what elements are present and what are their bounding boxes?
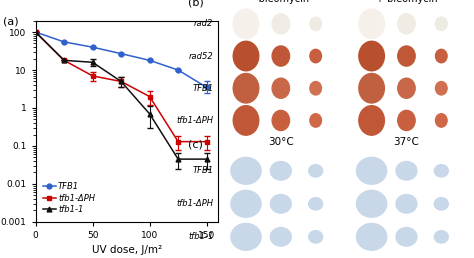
Circle shape [359,74,384,103]
Circle shape [398,46,415,66]
Circle shape [436,114,447,127]
Text: tfb1-ΔPH: tfb1-ΔPH [176,199,213,208]
Circle shape [310,49,321,63]
Circle shape [233,9,259,39]
Circle shape [398,78,415,98]
Circle shape [359,41,384,71]
Text: TFB1: TFB1 [192,84,213,93]
Circle shape [398,110,415,131]
Circle shape [436,17,447,30]
Circle shape [436,82,447,95]
Circle shape [309,165,323,177]
Circle shape [231,223,261,250]
Circle shape [359,9,384,39]
Text: 37°C: 37°C [393,137,419,147]
Circle shape [309,198,323,210]
Circle shape [396,228,417,246]
Circle shape [272,14,290,34]
Circle shape [436,49,447,63]
Text: tfb1-ΔPH: tfb1-ΔPH [176,116,213,125]
Circle shape [434,198,448,210]
Circle shape [310,114,321,127]
Circle shape [272,78,290,98]
Circle shape [356,223,387,250]
Circle shape [233,41,259,71]
Circle shape [359,106,384,135]
X-axis label: UV dose, J/m²: UV dose, J/m² [92,245,162,255]
Circle shape [309,231,323,243]
Circle shape [398,14,415,34]
Text: + bleomycin: + bleomycin [375,0,438,4]
Circle shape [356,157,387,184]
Circle shape [233,106,259,135]
Circle shape [396,195,417,213]
Text: (c): (c) [188,140,203,150]
Circle shape [270,195,292,213]
Circle shape [434,165,448,177]
Circle shape [356,190,387,217]
Circle shape [272,46,290,66]
Text: (b): (b) [188,0,204,7]
Legend: TFB1, tfb1-ΔPH, tfb1-1: TFB1, tfb1-ΔPH, tfb1-1 [40,179,99,218]
Text: rad52: rad52 [189,52,213,61]
Circle shape [272,110,290,131]
Circle shape [270,228,292,246]
Circle shape [270,162,292,180]
Text: (a): (a) [3,17,18,27]
Circle shape [233,74,259,103]
Circle shape [231,190,261,217]
Text: - bleomycin: - bleomycin [252,0,310,4]
Text: 30°C: 30°C [268,137,294,147]
Text: tfb1-1: tfb1-1 [188,232,213,241]
Text: TFB1: TFB1 [192,166,213,175]
Circle shape [310,82,321,95]
Circle shape [231,157,261,184]
Circle shape [434,231,448,243]
Circle shape [396,162,417,180]
Text: rad2: rad2 [194,19,213,28]
Circle shape [310,17,321,30]
